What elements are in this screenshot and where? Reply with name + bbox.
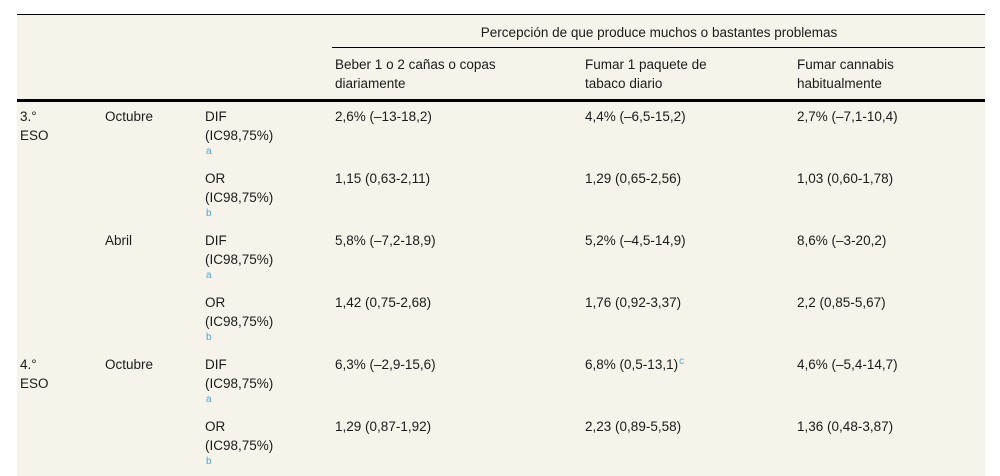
measure-ci: (IC98,75%) a bbox=[205, 126, 330, 164]
header-blank-cell bbox=[17, 15, 332, 47]
value-cell: 1,36 (0,48-3,87) bbox=[797, 418, 894, 434]
measure-ci: (IC98,75%) b bbox=[205, 312, 330, 350]
measure-ci-label: (IC98,75%) bbox=[205, 189, 274, 205]
value-cell: 8,6% (–3-20,2) bbox=[797, 232, 887, 248]
measure-ci: (IC98,75%) b bbox=[205, 188, 330, 226]
measure-name: DIF bbox=[205, 108, 227, 124]
value-cell: 1,29 (0,65-2,56) bbox=[585, 170, 682, 186]
column-header-tobacco: Fumar 1 paquete de tabaco diario bbox=[582, 47, 795, 102]
value-cell-with-footnote: 6,8% (0,5-13,1)c bbox=[582, 350, 794, 412]
month-cell-octubre: Octubre bbox=[105, 108, 154, 124]
measure-ci-label: (IC98,75%) bbox=[205, 313, 274, 329]
perception-problems-table: Percepción de que produce muchos o basta… bbox=[17, 15, 986, 476]
value-cell: 2,2 (0,85-5,67) bbox=[797, 294, 886, 310]
column-header-tobacco-label: Fumar 1 paquete de tabaco diario bbox=[585, 56, 707, 91]
grade-label-line1: 4.° bbox=[20, 356, 37, 372]
measure-cell-dif: DIF (IC98,75%) a bbox=[202, 100, 332, 164]
column-header-alcohol: Beber 1 o 2 cañas o copas diariamente bbox=[332, 47, 583, 102]
table-row: OR (IC98,75%) b 1,29 (0,87-1,92) 2,23 (0,… bbox=[17, 412, 985, 474]
value-cell: 5,8% (–7,2-18,9) bbox=[335, 232, 436, 248]
table-row: Abril DIF (IC98,75%) a 5,8% (–7,2-18,9) 5… bbox=[17, 226, 985, 288]
measure-name: DIF bbox=[205, 356, 227, 372]
value-cell: 1,42 (0,75-2,68) bbox=[335, 294, 432, 310]
column-header-alcohol-label: Beber 1 o 2 cañas o copas diariamente bbox=[335, 56, 496, 91]
measure-ci: (IC98,75%) b bbox=[205, 436, 330, 474]
measure-ci: (IC98,75%) a bbox=[205, 374, 330, 412]
measure-name: OR bbox=[205, 418, 226, 434]
footnote-link-a[interactable]: a bbox=[206, 145, 212, 157]
measure-ci-label: (IC98,75%) bbox=[205, 251, 274, 267]
study-results-table: Percepción de que produce muchos o basta… bbox=[17, 14, 986, 476]
footnote-link-a[interactable]: a bbox=[206, 393, 212, 405]
measure-ci: (IC98,75%) a bbox=[205, 250, 330, 288]
value-text: 6,8% (0,5-13,1) bbox=[585, 356, 679, 372]
value-cell: 2,7% (–7,1-10,4) bbox=[797, 108, 898, 124]
month-cell-octubre: Octubre bbox=[105, 356, 154, 372]
measure-cell-dif: DIF (IC98,75%) a bbox=[202, 226, 332, 288]
grade-label-line2: ESO bbox=[20, 127, 49, 143]
month-cell-abril: Abril bbox=[105, 232, 133, 248]
value-cell: 1,15 (0,63-2,11) bbox=[335, 170, 431, 186]
table-row: 4.° ESO Octubre DIF (IC98,75%) a 6,3% (–2… bbox=[17, 350, 985, 412]
grade-cell-4eso: 4.° ESO bbox=[17, 350, 102, 476]
footnote-link-b[interactable]: b bbox=[206, 331, 212, 343]
footnote-link-c[interactable]: c bbox=[679, 355, 685, 367]
spanner-header-row: Percepción de que produce muchos o basta… bbox=[17, 15, 986, 48]
measure-ci-label: (IC98,75%) bbox=[205, 127, 274, 143]
measure-ci-label: (IC98,75%) bbox=[205, 437, 274, 453]
measure-cell-or: OR (IC98,75%) b bbox=[202, 412, 332, 474]
measure-cell-or: OR (IC98,75%) b bbox=[202, 164, 332, 226]
value-cell: 4,4% (–6,5-15,2) bbox=[585, 108, 686, 124]
value-cell: 2,6% (–13-18,2) bbox=[335, 108, 432, 124]
column-header-cannabis: Fumar cannabis habitualmente bbox=[794, 47, 986, 102]
measure-name: OR bbox=[205, 170, 226, 186]
value-cell: 6,3% (–2,9-15,6) bbox=[335, 356, 436, 372]
value-cell: 1,29 (0,87-1,92) bbox=[335, 418, 432, 434]
measure-name: OR bbox=[205, 294, 226, 310]
table-row: OR (IC98,75%) b 1,42 (0,75-2,68) 1,76 (0,… bbox=[17, 288, 985, 350]
column-header-cannabis-label: Fumar cannabis habitualmente bbox=[797, 56, 894, 91]
grade-label-line2: ESO bbox=[20, 375, 49, 391]
value-cell: 1,03 (0,60-1,78) bbox=[797, 170, 894, 186]
value-cell: 5,2% (–4,5-14,9) bbox=[585, 232, 686, 248]
spanner-header: Percepción de que produce muchos o basta… bbox=[332, 15, 986, 48]
grade-cell-3eso: 3.° ESO bbox=[17, 100, 102, 350]
table-row: OR (IC98,75%) b 1,15 (0,63-2,11) 1,29 (0,… bbox=[17, 164, 985, 226]
footnote-link-b[interactable]: b bbox=[206, 455, 212, 467]
measure-name: DIF bbox=[205, 232, 227, 248]
grade-label-line1: 3.° bbox=[20, 108, 37, 124]
table-row: 3.° ESO Octubre DIF (IC98,75%) a 2,6% (–1… bbox=[17, 100, 985, 164]
header-blank-cell bbox=[17, 47, 333, 102]
footnote-link-b[interactable]: b bbox=[206, 207, 212, 219]
footnote-link-a[interactable]: a bbox=[206, 269, 212, 281]
value-cell: 1,76 (0,92-3,37) bbox=[585, 294, 682, 310]
measure-cell-dif: DIF (IC98,75%) a bbox=[202, 350, 332, 412]
value-cell: 4,6% (–5,4-14,7) bbox=[797, 356, 898, 372]
value-cell: 2,23 (0,89-5,58) bbox=[585, 418, 682, 434]
column-header-row: Beber 1 o 2 cañas o copas diariamente Fu… bbox=[17, 47, 986, 102]
measure-cell-or: OR (IC98,75%) b bbox=[202, 288, 332, 350]
measure-ci-label: (IC98,75%) bbox=[205, 375, 274, 391]
